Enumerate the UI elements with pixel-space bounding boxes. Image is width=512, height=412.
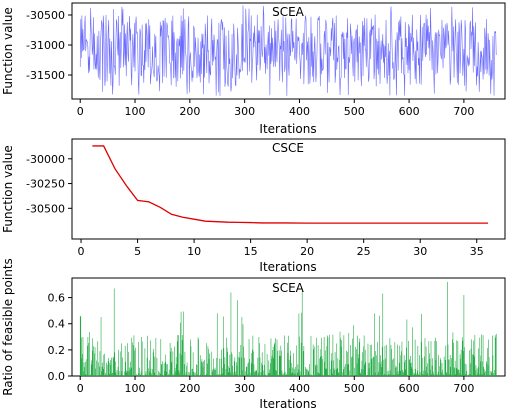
panel-3-title: SCEA (272, 281, 305, 295)
x-tick-label: 30 (413, 245, 427, 258)
x-tick-label: 400 (289, 382, 310, 395)
x-tick-label: 0 (78, 245, 85, 258)
x-tick-label: 300 (234, 105, 255, 118)
x-tick-label: 200 (179, 382, 200, 395)
x-tick-label: 100 (125, 105, 146, 118)
y-tick-label: -31000 (26, 39, 65, 52)
y-tick-label: 0.6 (48, 292, 66, 305)
y-axis-label-3: Ratio of feasible points (1, 258, 15, 396)
x-tick-label: 700 (453, 105, 474, 118)
y-tick-label: -30500 (26, 9, 65, 22)
csce-convergence-line (92, 145, 489, 224)
y-tick-label: -30000 (26, 153, 65, 166)
x-tick-label: 25 (357, 245, 371, 258)
panel-1-title: SCEA (272, 5, 305, 19)
x-tick-label: 500 (344, 382, 365, 395)
x-axis-label-1: Iterations (259, 122, 316, 136)
y-tick-label: 0.0 (48, 370, 66, 383)
x-tick-label: 200 (179, 105, 200, 118)
panel-2-title: CSCE (272, 141, 304, 155)
scea-function-line (79, 5, 497, 96)
x-tick-label: 10 (187, 245, 201, 258)
x-tick-label: 400 (289, 105, 310, 118)
y-axis-ticks-1: -31500 -31000 -30500 (26, 9, 72, 82)
csce-function-series (92, 145, 489, 224)
x-tick-label: 700 (453, 382, 474, 395)
x-axis-ticks-3: 0 100 200 300 400 500 600 700 (77, 376, 474, 395)
x-axis-label-3: Iterations (259, 397, 316, 411)
y-axis-ticks-3: 0.0 0.2 0.4 0.6 (48, 292, 72, 383)
scea-feasible-ratio-series (79, 281, 497, 376)
scea-function-series (79, 5, 497, 96)
panel-csce-function-value: 0 5 10 15 20 25 30 35 -30500 -30250 -30000 CSCE I… (1, 138, 506, 274)
y-tick-label: -30500 (26, 202, 65, 215)
y-tick-label: -30250 (26, 178, 65, 191)
plot-frame-2 (71, 138, 506, 240)
x-axis-ticks-2: 0 5 10 15 20 25 30 35 (78, 239, 484, 258)
y-axis-label-1: Function value (1, 7, 15, 95)
x-tick-label: 5 (134, 245, 141, 258)
y-tick-label: 0.4 (48, 318, 66, 331)
x-tick-label: 0 (77, 105, 84, 118)
x-tick-label: 35 (470, 245, 484, 258)
x-tick-label: 20 (300, 245, 314, 258)
y-tick-label: -31500 (26, 69, 65, 82)
panel-scea-function-value: 0 100 200 300 400 500 600 700 -31500 -31000 -3050… (1, 2, 506, 136)
y-tick-label: 0.2 (48, 344, 66, 357)
x-tick-label: 300 (234, 382, 255, 395)
x-tick-label: 0 (77, 382, 84, 395)
x-axis-label-2: Iterations (259, 260, 316, 274)
panel-scea-feasible-ratio: 0 100 200 300 400 500 600 700 0.0 0.2 0.4 0.6 SCEA… (1, 258, 506, 411)
x-tick-label: 500 (344, 105, 365, 118)
x-tick-label: 600 (399, 382, 420, 395)
y-axis-label-2: Function value (1, 145, 15, 233)
x-tick-label: 100 (125, 382, 146, 395)
y-axis-ticks-2: -30500 -30250 -30000 (26, 153, 72, 215)
x-tick-label: 15 (244, 245, 258, 258)
x-tick-label: 600 (399, 105, 420, 118)
x-axis-ticks-1: 0 100 200 300 400 500 600 700 (77, 99, 474, 118)
